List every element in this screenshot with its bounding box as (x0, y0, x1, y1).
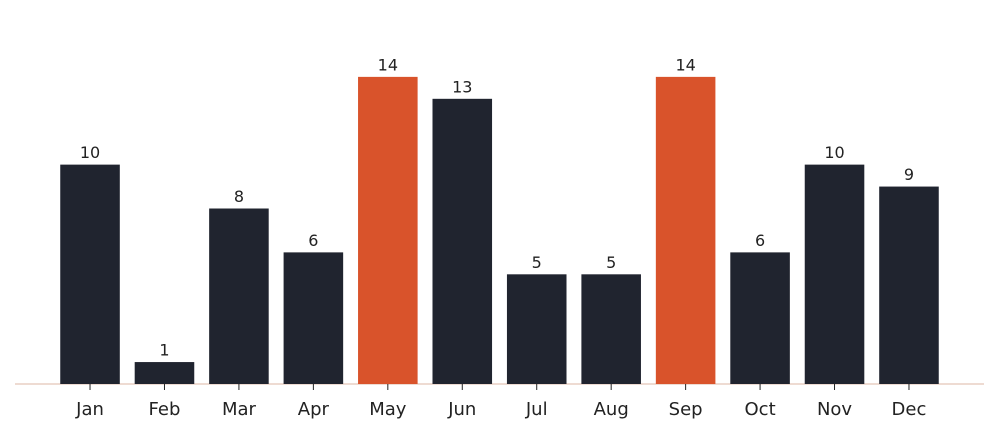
x-tick-label: May (369, 399, 407, 420)
value-label: 9 (904, 165, 914, 184)
bar (60, 164, 120, 384)
value-label: 10 (824, 143, 844, 162)
bar (209, 208, 269, 384)
value-label: 1 (159, 341, 169, 360)
x-tick-label: Dec (892, 399, 927, 420)
x-tick-label: Nov (817, 399, 852, 420)
bar (358, 76, 418, 384)
x-tick-label: Oct (745, 399, 776, 420)
bar (134, 362, 195, 384)
value-label: 6 (755, 231, 765, 250)
x-tick-label: Mar (222, 399, 257, 420)
value-label: 5 (532, 253, 542, 272)
bar (804, 164, 865, 384)
x-tick-label: Jun (447, 399, 476, 420)
value-label: 5 (606, 253, 616, 272)
bar (581, 274, 641, 384)
x-tick-label: Aug (594, 399, 629, 420)
bar (879, 186, 939, 384)
bar (730, 252, 790, 384)
bar (283, 252, 344, 384)
bar (432, 98, 493, 384)
x-tick-label: Sep (669, 399, 703, 420)
value-label: 14 (378, 55, 398, 74)
bar (506, 274, 567, 384)
bar (655, 76, 716, 384)
value-label: 8 (234, 187, 244, 206)
x-tick-label: Jul (525, 399, 548, 420)
value-label: 14 (675, 55, 695, 74)
value-label: 13 (452, 77, 472, 96)
x-tick-label: Apr (298, 399, 330, 420)
value-label: 10 (80, 143, 100, 162)
value-label: 6 (308, 231, 318, 250)
x-tick-label: Feb (149, 399, 181, 420)
x-tick-label: Jan (75, 399, 104, 420)
